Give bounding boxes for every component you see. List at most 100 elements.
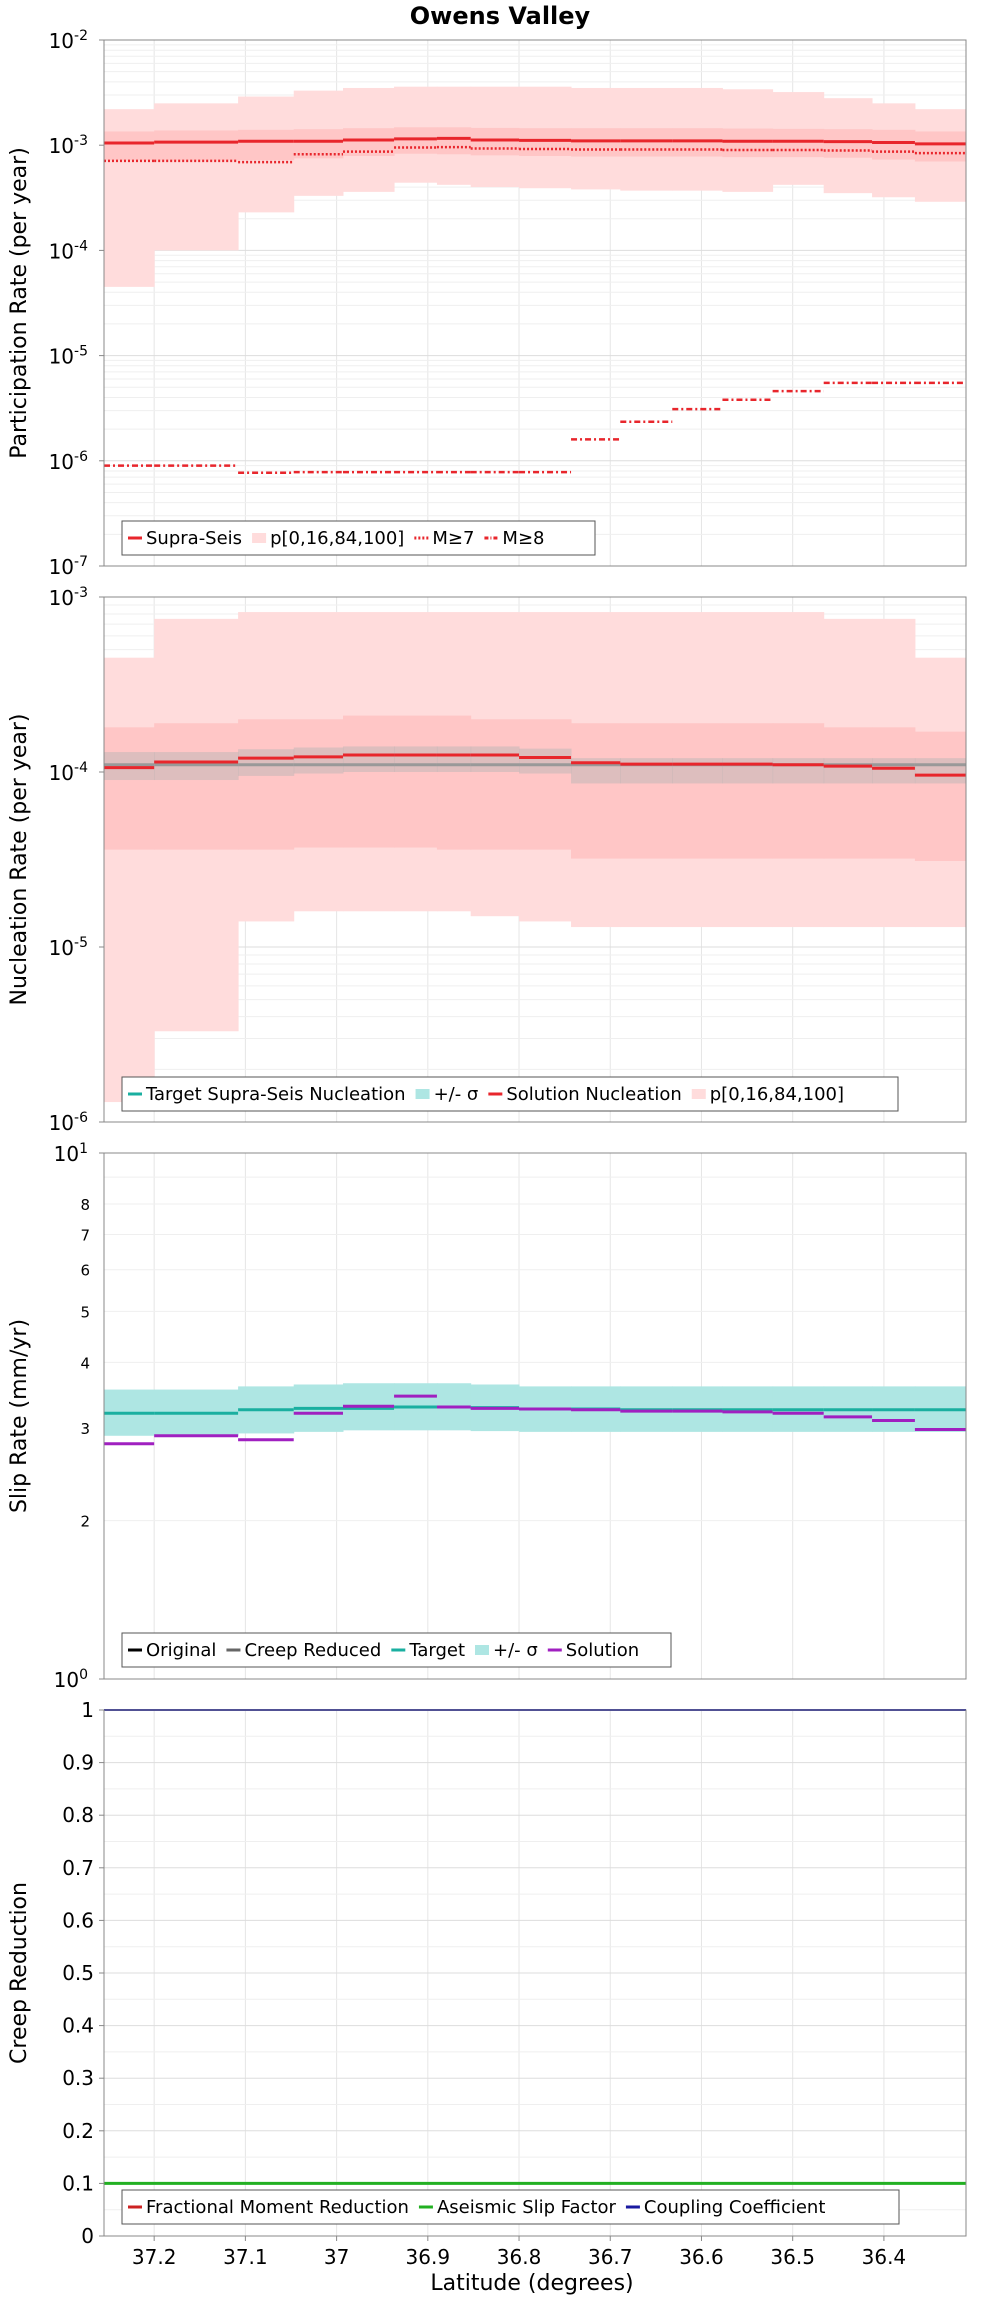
y-ticks-participation: 10-710-610-510-410-310-2 [49, 28, 104, 579]
y-tick-exponent: -5 [74, 344, 88, 360]
band-segment [394, 746, 438, 772]
x-tick-label: 37.2 [132, 2245, 177, 2269]
y-tick-exponent: -7 [74, 554, 88, 570]
y-tick-label: 10-3 [49, 133, 88, 158]
x-tick-label: 36.9 [406, 2245, 451, 2269]
legend-label: Target [408, 1640, 465, 1661]
legend-label: Target Supra-Seis Nucleation [145, 1084, 406, 1105]
y-minor-tick-label: 3 [80, 1420, 90, 1438]
legend-label: M≥8 [502, 528, 544, 549]
band-segment [154, 723, 239, 850]
x-tick-label: 36.5 [770, 2245, 815, 2269]
y-tick-label: 10-6 [49, 449, 89, 474]
y-tick-label: 0.8 [62, 1803, 94, 1827]
legend-label: +/- σ [434, 1084, 479, 1105]
y-tick-label: 100 [54, 1667, 88, 1692]
y-tick-base: 10 [49, 1111, 74, 1135]
band-segment [914, 731, 967, 862]
band-segment [722, 723, 774, 859]
band-segment [519, 748, 572, 774]
y-tick-exponent: 0 [79, 1667, 88, 1683]
y-minor-tick-label: 7 [80, 1226, 90, 1244]
band-segment [772, 758, 825, 784]
y-tick-label: 0.6 [62, 1908, 94, 1932]
x-tick-label: 37 [324, 2245, 349, 2269]
y-tick-label: 0.7 [62, 1856, 94, 1880]
band-segment [823, 727, 873, 859]
band-segment [154, 103, 239, 251]
y-tick-exponent: -6 [74, 449, 88, 465]
band-segment [620, 128, 673, 157]
y-axis-label-participation: Participation Rate (per year) [7, 147, 32, 459]
band-segment [823, 758, 873, 784]
band-segment [238, 749, 295, 776]
x-tick-label: 36.8 [497, 2245, 542, 2269]
y-tick-base: 10 [49, 134, 74, 158]
legend-creep: Fractional Moment Reduction Aseismic Slip… [121, 2189, 900, 2225]
band-segment [293, 719, 344, 848]
y-tick-label: 0.1 [62, 2171, 94, 2195]
y-tick-exponent: -3 [74, 133, 88, 149]
y-ticks-nucleation: 10-610-510-410-3 [49, 585, 104, 1135]
legend-label: Original [146, 1640, 216, 1661]
band-segment [722, 758, 774, 784]
y-tick-base: 10 [49, 345, 74, 369]
y-tick-exponent: -2 [74, 28, 88, 44]
band-segment [772, 723, 825, 859]
legend-label: Fractional Moment Reduction [146, 2197, 409, 2218]
y-tick-label: 0.5 [62, 1961, 94, 1985]
legend-label: Solution Nucleation [506, 1084, 681, 1105]
legend-swatch [691, 1089, 706, 1099]
band-segment [519, 128, 572, 156]
band-segment [104, 727, 155, 850]
band-segment [571, 128, 621, 157]
legend-box [121, 520, 596, 556]
band-segment [672, 128, 723, 157]
y-minor-tick-label: 2 [80, 1513, 90, 1531]
band-segment [722, 128, 774, 158]
legend-box [121, 2189, 900, 2225]
series-nucleation-1 [104, 753, 966, 777]
legend-label: M≥7 [432, 528, 474, 549]
y-tick-label: 0 [81, 2224, 94, 2248]
band-segment [470, 127, 520, 156]
y-tick-label: 0.9 [62, 1751, 94, 1775]
series-participation-2 [104, 381, 966, 474]
y-tick-base: 10 [49, 761, 74, 785]
legend-label: Aseismic Slip Factor [437, 2197, 617, 2218]
legend-swatch [415, 1089, 430, 1099]
legend-label: Solution [566, 1640, 639, 1661]
band-segment [872, 727, 916, 859]
band-nucleation-2 [104, 746, 967, 784]
y-axis-label-nucleation: Nucleation Rate (per year) [7, 714, 32, 1006]
band-segment [620, 758, 673, 784]
y-tick-label: 10-7 [49, 554, 88, 579]
y-tick-base: 10 [49, 586, 74, 610]
band-segment [342, 715, 395, 848]
legend-nucleation: Target Supra-Seis Nucleation +/- σ Solutio… [121, 1076, 899, 1112]
y-tick-label: 101 [54, 1141, 88, 1166]
legend-label: +/- σ [493, 1640, 538, 1661]
y-minor-tick-label: 5 [80, 1303, 90, 1321]
y-tick-label: 10-2 [49, 28, 88, 53]
band-segment [342, 746, 395, 772]
y-tick-label: 10-5 [49, 935, 88, 960]
band-segment [872, 129, 916, 160]
y-axis-label-slip: Slip Rate (mm/yr) [7, 1319, 32, 1513]
y-tick-base: 10 [49, 29, 74, 53]
band-segment [154, 130, 239, 161]
y-tick-base: 10 [54, 1142, 79, 1166]
x-ticks: 37.2 37.1 37 36.9 36.8 36.7 36.6 36.5 36.4 [132, 2236, 906, 2269]
y-tick-base: 10 [49, 555, 74, 579]
x-tick-label: 37.1 [223, 2245, 268, 2269]
y-tick-label: 10-4 [49, 238, 89, 263]
legend-label: Coupling Coefficient [644, 2197, 825, 2218]
legend-label: p[0,16,84,100] [710, 1084, 844, 1105]
panel-creep: 0 0.1 0.2 0.3 0.4 0.5 0.6 0.7 0.8 0.9 1 Creep Reduc… [7, 1698, 967, 2248]
x-tick-label: 36.6 [679, 2245, 724, 2269]
